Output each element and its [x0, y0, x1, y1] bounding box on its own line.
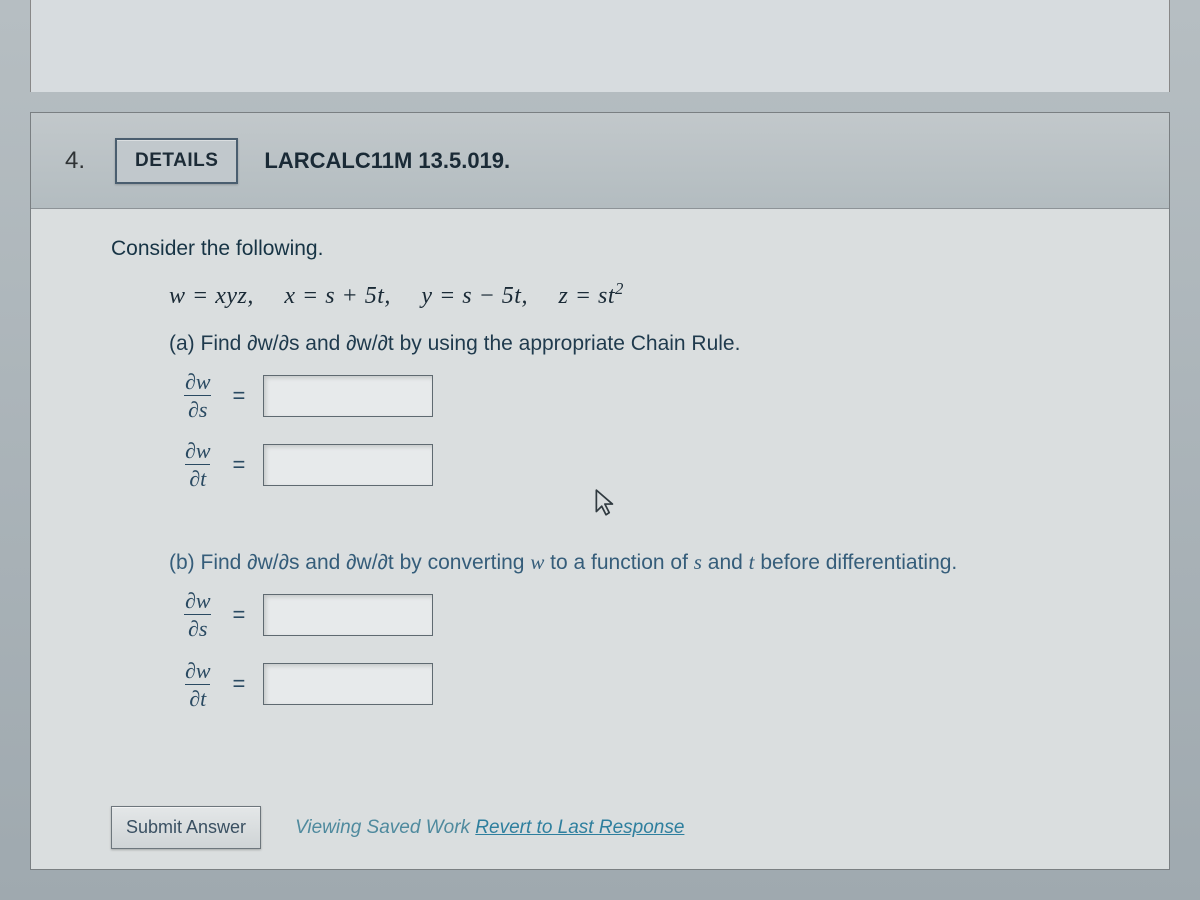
status-text: Viewing Saved Work Revert to Last Respon… [295, 817, 684, 839]
part-b-row-2: ∂w ∂t = [181, 659, 1109, 710]
reference-code: LARCALC11M 13.5.019. [264, 148, 510, 174]
fraction-dw-dt-b: ∂w ∂t [181, 659, 215, 710]
answer-input-a-ds[interactable] [263, 375, 433, 417]
equals-sign: = [233, 452, 246, 478]
question-header: 4. DETAILS LARCALC11M 13.5.019. [31, 113, 1169, 209]
part-b-row-1: ∂w ∂s = [181, 589, 1109, 640]
equation-definitions: w = xyz, x = s + 5t, y = s − 5t, z = st2 [169, 279, 1109, 310]
intro-text: Consider the following. [111, 237, 1109, 261]
def-w: w = xyz, [169, 283, 254, 309]
part-a-row-2: ∂w ∂t = [181, 439, 1109, 490]
footer-row: Submit Answer Viewing Saved Work Revert … [111, 806, 684, 849]
revert-link[interactable]: Revert to Last Response [475, 817, 684, 838]
equals-sign: = [233, 383, 246, 409]
def-y: y = s − 5t, [421, 283, 528, 309]
details-button[interactable]: DETAILS [115, 138, 238, 184]
question-panel: 4. DETAILS LARCALC11M 13.5.019. Consider… [30, 112, 1170, 870]
part-a-row-1: ∂w ∂s = [181, 370, 1109, 421]
def-z: z = st2 [558, 283, 623, 309]
submit-answer-button[interactable]: Submit Answer [111, 806, 261, 849]
fraction-dw-ds-b: ∂w ∂s [181, 589, 215, 640]
equals-sign: = [233, 602, 246, 628]
equals-sign: = [233, 671, 246, 697]
fraction-dw-dt: ∂w ∂t [181, 439, 215, 490]
prev-panel-edge [30, 0, 1170, 92]
def-x: x = s + 5t, [284, 283, 391, 309]
answer-input-b-ds[interactable] [263, 594, 433, 636]
question-content: Consider the following. w = xyz, x = s +… [31, 209, 1169, 748]
question-number: 4. [65, 147, 85, 175]
status-prefix: Viewing Saved Work [295, 817, 475, 838]
fraction-dw-ds: ∂w ∂s [181, 370, 215, 421]
part-a-label: (a) Find ∂w/∂s and ∂w/∂t by using the ap… [169, 332, 1109, 356]
answer-input-b-dt[interactable] [263, 663, 433, 705]
answer-input-a-dt[interactable] [263, 444, 433, 486]
part-b-label: (b) Find ∂w/∂s and ∂w/∂t by converting w… [169, 550, 1109, 575]
